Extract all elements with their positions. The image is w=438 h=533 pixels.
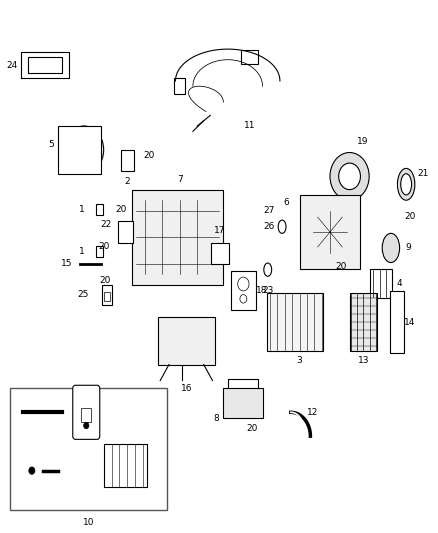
Circle shape [238,277,249,291]
Ellipse shape [264,263,272,276]
Text: 22: 22 [100,220,111,229]
Text: 1: 1 [79,205,85,214]
Bar [211,243,229,264]
Bar [96,246,102,257]
Text: 20: 20 [144,151,155,160]
Bar [174,78,185,94]
Text: 19: 19 [357,138,368,147]
Text: 20: 20 [246,424,258,433]
Bar [104,293,110,301]
Text: 18: 18 [256,286,268,295]
Text: 25: 25 [78,290,89,299]
Text: 20: 20 [115,205,127,214]
Text: 8: 8 [213,414,219,423]
Circle shape [240,295,247,303]
Bar [81,408,91,422]
Text: 27: 27 [263,206,275,215]
Text: 4: 4 [396,279,402,288]
Bar [158,317,215,365]
Ellipse shape [339,163,360,190]
Text: 6: 6 [283,198,290,207]
Bar [58,126,102,174]
Text: 21: 21 [417,169,428,178]
Text: 3: 3 [297,357,302,366]
Text: 24: 24 [7,61,18,69]
Text: 15: 15 [61,260,72,268]
Bar [102,285,112,305]
Text: 14: 14 [404,318,415,327]
Bar [10,389,167,511]
Circle shape [29,467,35,474]
Text: 20: 20 [99,276,111,285]
Text: 2: 2 [125,177,131,186]
Ellipse shape [330,152,369,200]
Bar [241,51,258,63]
Text: 13: 13 [358,357,369,366]
Text: 10: 10 [83,518,94,527]
Bar [267,293,323,351]
Bar [132,190,223,285]
Text: 20: 20 [405,212,416,221]
Text: 7: 7 [177,174,183,183]
Ellipse shape [382,233,399,263]
Text: 20: 20 [335,262,346,271]
FancyBboxPatch shape [73,385,100,439]
Text: 11: 11 [244,122,255,131]
Bar [223,389,262,418]
Text: 16: 16 [180,384,192,393]
Ellipse shape [401,174,412,195]
Ellipse shape [278,220,286,233]
Bar [104,444,147,487]
Text: 20: 20 [98,242,110,251]
Bar [121,150,134,171]
Ellipse shape [64,126,104,174]
Text: 9: 9 [406,244,411,253]
Text: 1: 1 [79,247,85,256]
Text: 26: 26 [263,222,275,231]
Bar [231,271,255,310]
Circle shape [84,422,89,429]
Text: 12: 12 [307,408,318,417]
Text: 17: 17 [214,226,226,235]
Bar [390,292,403,353]
Bar [118,221,133,243]
Bar [300,195,360,269]
Text: 5: 5 [49,140,54,149]
Text: 23: 23 [262,286,273,295]
Bar [96,205,102,215]
Bar [370,269,392,298]
Bar [350,293,378,351]
Ellipse shape [397,168,415,200]
Ellipse shape [73,136,95,163]
